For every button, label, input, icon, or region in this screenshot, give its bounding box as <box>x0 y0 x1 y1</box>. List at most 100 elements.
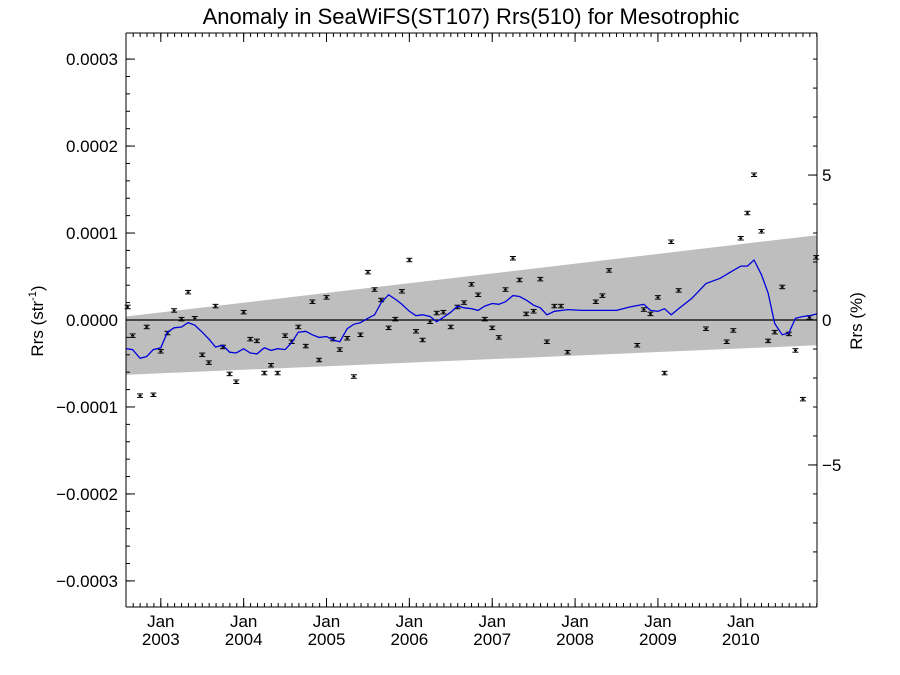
y-tick-label-left: 0.0001 <box>66 224 118 243</box>
data-point <box>530 309 537 314</box>
data-point <box>599 293 606 298</box>
data-point <box>247 336 254 342</box>
data-point <box>226 371 233 377</box>
data-point <box>233 379 240 384</box>
y-tick-label-left: −0.0002 <box>56 485 118 504</box>
data-point <box>440 309 447 315</box>
data-point <box>274 370 281 376</box>
data-point <box>461 300 468 305</box>
data-point <box>702 326 709 331</box>
x-tick-label-month: Jan <box>479 612 506 631</box>
data-point <box>185 289 192 295</box>
x-tick-label-month: Jan <box>313 612 340 631</box>
data-point <box>398 289 405 294</box>
data-point <box>675 288 682 293</box>
x-tick-label-month: Jan <box>396 612 423 631</box>
y-tick-label-left: 0.0003 <box>66 50 118 69</box>
x-tick-label-year: 2006 <box>390 630 428 649</box>
data-point <box>758 229 765 234</box>
data-point <box>385 325 392 331</box>
data-point <box>191 316 198 321</box>
data-point <box>309 299 316 304</box>
chart-title: Anomaly in SeaWiFS(ST107) Rrs(510) for M… <box>203 4 740 29</box>
data-point <box>129 333 136 338</box>
data-point <box>171 308 178 313</box>
data-point <box>475 292 482 298</box>
data-point <box>261 370 268 376</box>
y-axis-label-left-close: ) <box>28 285 47 291</box>
data-point <box>730 328 737 333</box>
data-point <box>447 324 454 330</box>
x-tick-label-year: 2007 <box>473 630 511 649</box>
x-tick-label-year: 2008 <box>556 630 594 649</box>
data-point <box>392 316 399 322</box>
data-point <box>765 338 772 344</box>
x-tick-label-year: 2004 <box>225 630 263 649</box>
y-axis-label-left-text: Rrs (str <box>28 301 47 357</box>
y-tick-label-left: 0.0002 <box>66 137 118 156</box>
y-tick-label-left: −0.0003 <box>56 572 118 591</box>
data-point <box>406 257 413 263</box>
data-point <box>253 338 260 344</box>
x-tick-label-year: 2005 <box>308 630 346 649</box>
data-point <box>489 325 496 331</box>
data-point <box>751 172 758 177</box>
y-tick-label-right: 0 <box>822 311 831 330</box>
data-point <box>537 276 544 282</box>
data-point <box>357 332 364 338</box>
data-point <box>744 210 751 216</box>
confidence-band <box>126 235 817 375</box>
data-point <box>523 311 530 317</box>
data-point <box>302 343 309 349</box>
data-point <box>212 303 219 309</box>
data-point <box>427 319 434 324</box>
data-point <box>592 299 599 304</box>
data-point <box>551 303 558 309</box>
y-tick-label-right: 5 <box>822 166 831 185</box>
data-point <box>150 392 157 398</box>
data-point <box>661 370 668 376</box>
data-point <box>543 339 550 344</box>
running-mean-line <box>125 258 818 360</box>
data-point <box>502 287 509 292</box>
x-tick-label-month: Jan <box>561 612 588 631</box>
data-point <box>468 282 475 287</box>
data-point <box>143 324 150 330</box>
x-tick-label-year: 2010 <box>722 630 760 649</box>
y-tick-label-left: 0.0000 <box>66 311 118 330</box>
data-point <box>316 357 323 363</box>
data-point <box>433 310 440 316</box>
x-tick-label-month: Jan <box>230 612 257 631</box>
y-axis-label-left-superscript: -1 <box>27 291 39 301</box>
data-point <box>771 329 778 335</box>
data-point <box>557 303 564 309</box>
x-tick-label-year: 2009 <box>639 630 677 649</box>
data-point <box>267 362 274 368</box>
data-point <box>606 268 613 273</box>
data-point <box>799 396 806 402</box>
data-point <box>178 316 185 322</box>
data-point <box>495 335 502 340</box>
data-point <box>364 269 371 275</box>
data-point <box>282 333 289 338</box>
data-point <box>371 287 378 292</box>
y-axis-label-left: Rrs (str-1) <box>27 285 47 356</box>
data-point <box>157 349 164 354</box>
x-tick-label-year: 2003 <box>142 630 180 649</box>
data-point <box>350 374 357 379</box>
data-point <box>336 347 343 352</box>
data-point <box>516 277 523 283</box>
data-point <box>344 336 351 341</box>
data-point <box>779 284 786 290</box>
data-point <box>634 342 641 348</box>
data-point <box>419 337 426 343</box>
data-point <box>737 236 744 241</box>
data-point <box>199 352 206 358</box>
data-point <box>240 309 247 315</box>
data-point <box>647 311 654 317</box>
data-point <box>564 349 571 355</box>
y-tick-label-left: −0.0001 <box>56 398 118 417</box>
data-point <box>412 329 419 334</box>
data-point <box>295 324 302 330</box>
